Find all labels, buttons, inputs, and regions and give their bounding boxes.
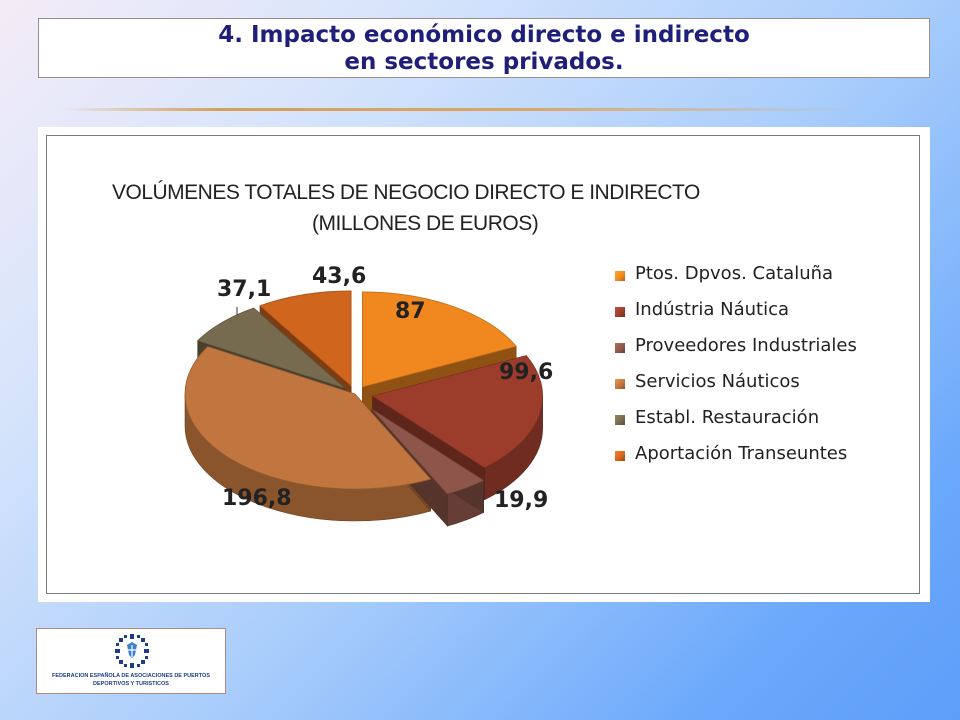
data-label-3: 196,8 [222,486,292,511]
data-label-4: 37,1 [217,277,271,302]
federation-emblem-icon [115,634,149,668]
legend-label: Indústria Náutica [635,299,790,320]
legend-swatch [615,415,625,425]
legend-label: Proveedores Industriales [635,335,857,356]
slide-title-line1: 4. Impacto económico directo e indirecto [218,22,750,48]
chart-frame: VOLÚMENES TOTALES DE NEGOCIO DIRECTO E I… [38,127,930,602]
legend-label: Aportación Transeuntes [635,443,848,464]
pie-slice-4 [196,307,346,389]
legend-label: Ptos. Dpvos. Cataluña [635,263,834,284]
data-label-5: 43,6 [312,264,366,289]
legend-label: Servicios Náuticos [635,371,800,392]
pie-chart: 87 99,6 19,9 196,8 37,1 43,6 [184,264,553,527]
legend-label: Establ. Restauración [635,407,820,428]
data-label-2: 19,9 [494,488,548,513]
slide-title-box: 4. Impacto económico directo e indirecto… [38,18,930,78]
logo-text-line1: FEDERACION ESPAÑOLA DE ASOCIACIONES DE P… [52,673,210,679]
chart-title-line2: (MILLONES DE EUROS) [312,212,539,235]
pie-slice-3 [184,346,432,490]
pie-slice-5 [259,290,352,387]
data-label-1: 99,6 [499,360,553,385]
legend-swatch [615,271,625,281]
legend-swatch [615,379,625,389]
pie-slice-2 [371,408,485,495]
federation-logo: FEDERACION ESPAÑOLA DE ASOCIACIONES DE P… [36,628,226,694]
divider-rule [60,108,860,111]
chart-title-line1: VOLÚMENES TOTALES DE NEGOCIO DIRECTO E I… [112,181,700,204]
legend-swatch [615,343,625,353]
slide-title-line2: en sectores privados. [344,49,624,75]
pie-slice-1 [371,355,544,469]
legend-swatch [615,307,625,317]
pie-slice-0 [362,291,517,388]
chart-area: VOLÚMENES TOTALES DE NEGOCIO DIRECTO E I… [46,135,920,594]
logo-text-line2: DEPORTIVOS Y TURISTICOS [93,681,169,687]
data-label-0: 87 [395,299,426,324]
legend-swatch [615,451,625,461]
